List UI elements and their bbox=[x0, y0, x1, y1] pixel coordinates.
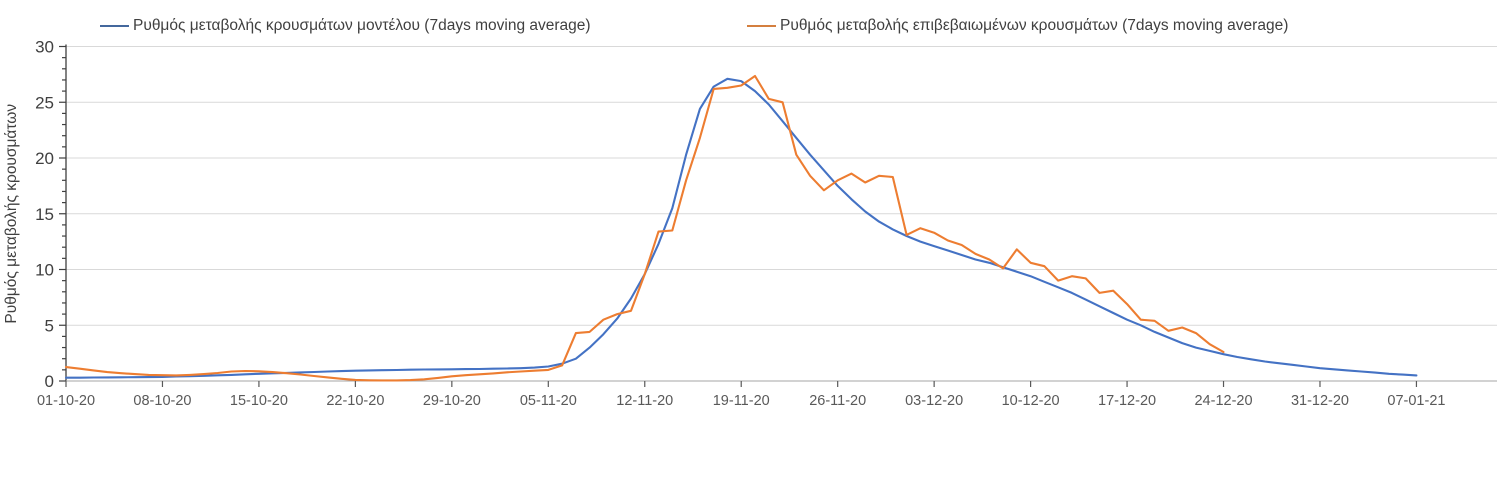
legend-line-swatch-model bbox=[100, 25, 129, 27]
legend-label-model: Ρυθμός μεταβολής κρουσμάτων μοντέλου (7d… bbox=[133, 17, 591, 34]
x-tick-label: 22-10-20 bbox=[326, 393, 384, 409]
x-tick-label: 31-12-20 bbox=[1291, 393, 1349, 409]
y-tick-label: 0 bbox=[45, 372, 54, 391]
confirmed-series-line bbox=[64, 74, 1225, 382]
y-tick-label: 15 bbox=[35, 205, 54, 224]
x-tick-label: 01-10-20 bbox=[37, 393, 95, 409]
y-tick-label: 5 bbox=[45, 316, 54, 335]
y-tick-label: 10 bbox=[35, 261, 54, 280]
y-tick-label: 25 bbox=[35, 93, 54, 112]
legend-item-model: Ρυθμός μεταβολής κρουσμάτων μοντέλου (7d… bbox=[100, 17, 591, 35]
legend-line-swatch-confirmed bbox=[747, 25, 776, 27]
x-tick-label: 12-11-20 bbox=[616, 393, 673, 409]
x-tick-label: 07-01-21 bbox=[1387, 393, 1445, 409]
y-tick-label: 30 bbox=[35, 38, 54, 57]
x-tick-label: 26-11-20 bbox=[809, 393, 866, 409]
x-tick-label: 03-12-20 bbox=[905, 393, 963, 409]
y-tick-label: 20 bbox=[35, 149, 54, 168]
x-tick-label: 10-12-20 bbox=[1002, 393, 1060, 409]
x-tick-label: 29-10-20 bbox=[423, 393, 481, 409]
x-tick-label: 05-11-20 bbox=[520, 393, 577, 409]
chart-legend: Ρυθμός μεταβολής κρουσμάτων μοντέλου (7d… bbox=[0, 17, 1505, 41]
chart-canvas: 0 5 10 15 20 25 30 01-10-20 08-10-20 15-10-20 22-1… bbox=[3, 38, 1497, 409]
x-tick-label: 17-12-20 bbox=[1098, 393, 1156, 409]
x-tick-label: 19-11-20 bbox=[713, 393, 770, 409]
x-tick-label: 24-12-20 bbox=[1194, 393, 1252, 409]
legend-label-confirmed: Ρυθμός μεταβολής επιβεβαιωμένων κρουσμάτ… bbox=[780, 17, 1289, 34]
x-tick-label: 08-10-20 bbox=[133, 393, 191, 409]
model-series-line bbox=[64, 77, 1418, 379]
legend-item-confirmed: Ρυθμός μεταβολής επιβεβαιωμένων κρουσμάτ… bbox=[747, 17, 1288, 35]
x-tick-label: 15-10-20 bbox=[230, 393, 288, 409]
y-axis-title: Ρυθμός μεταβολής κρουσμάτων bbox=[3, 104, 20, 324]
